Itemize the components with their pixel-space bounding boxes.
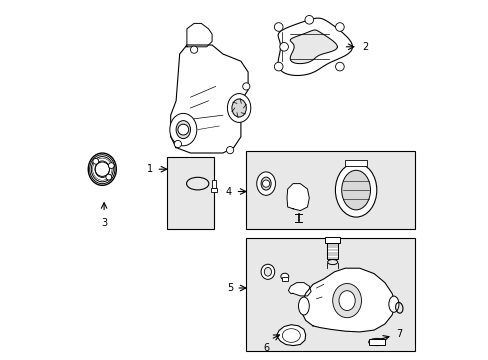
Ellipse shape (227, 94, 250, 122)
Bar (368, 339, 384, 345)
Text: 6: 6 (263, 343, 268, 353)
Circle shape (226, 147, 233, 154)
Polygon shape (170, 45, 247, 153)
Circle shape (335, 23, 344, 31)
Text: 4: 4 (225, 186, 232, 197)
Ellipse shape (298, 297, 309, 315)
Polygon shape (278, 18, 352, 76)
Circle shape (190, 46, 197, 53)
Circle shape (108, 163, 114, 168)
Ellipse shape (335, 163, 376, 217)
Polygon shape (286, 184, 309, 211)
Circle shape (335, 62, 344, 71)
Text: 5: 5 (227, 283, 233, 293)
Polygon shape (289, 30, 337, 64)
Ellipse shape (332, 284, 361, 318)
Bar (325, 237, 340, 243)
Ellipse shape (368, 338, 385, 346)
Bar (167, 157, 213, 229)
Circle shape (95, 162, 109, 176)
Circle shape (279, 42, 288, 51)
Text: 3: 3 (101, 218, 107, 228)
Bar (345, 160, 366, 166)
Bar (326, 243, 337, 259)
Ellipse shape (261, 264, 274, 279)
Ellipse shape (261, 177, 270, 190)
Bar (246, 238, 415, 351)
Bar (246, 151, 415, 229)
Circle shape (174, 140, 181, 148)
Circle shape (274, 62, 283, 71)
Circle shape (262, 180, 269, 187)
Circle shape (93, 158, 99, 164)
Bar (282, 277, 287, 281)
Ellipse shape (176, 121, 190, 139)
Circle shape (106, 174, 111, 180)
Ellipse shape (341, 170, 370, 210)
Circle shape (178, 124, 188, 135)
Ellipse shape (96, 162, 108, 176)
Text: 1: 1 (146, 164, 153, 174)
Polygon shape (288, 283, 310, 296)
Text: 7: 7 (396, 329, 402, 339)
Ellipse shape (231, 99, 246, 117)
Circle shape (305, 15, 313, 24)
Polygon shape (302, 268, 395, 332)
Ellipse shape (388, 296, 398, 312)
Circle shape (274, 23, 283, 31)
Text: 2: 2 (362, 42, 368, 52)
Ellipse shape (169, 113, 196, 146)
Ellipse shape (256, 172, 275, 195)
Ellipse shape (93, 158, 111, 180)
Polygon shape (276, 325, 305, 346)
Bar (212, 180, 216, 188)
Bar (211, 188, 217, 192)
Circle shape (242, 83, 249, 90)
Ellipse shape (264, 267, 271, 276)
Ellipse shape (280, 273, 288, 280)
Ellipse shape (338, 291, 354, 310)
Polygon shape (186, 23, 212, 47)
